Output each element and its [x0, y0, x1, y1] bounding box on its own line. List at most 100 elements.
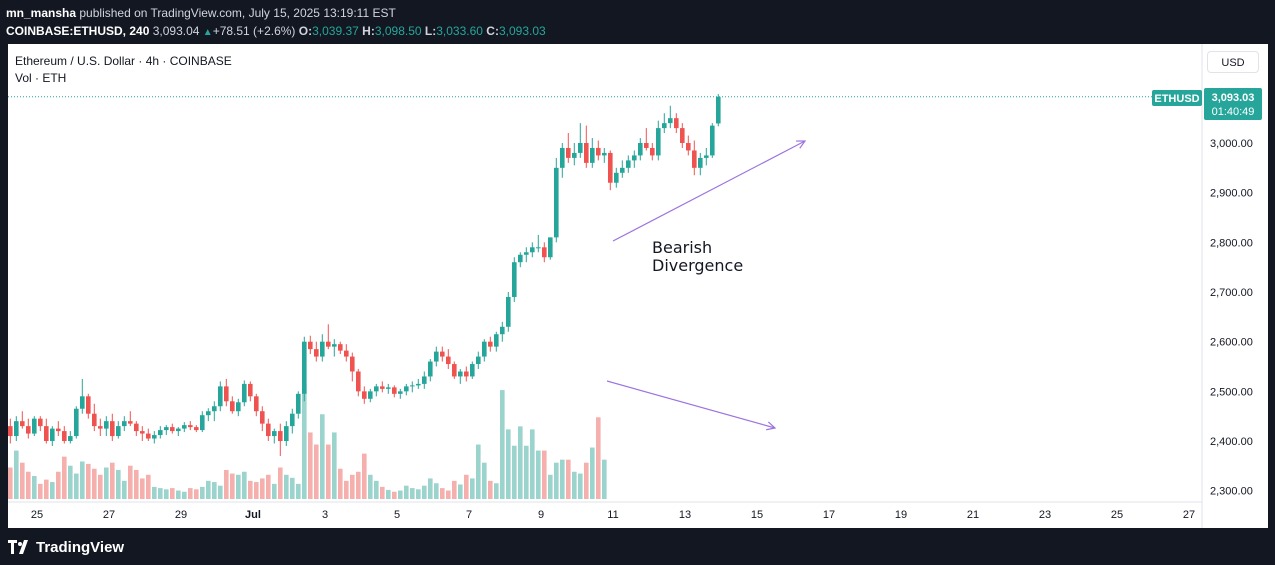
volume-bar: [398, 490, 403, 499]
volume-bar: [296, 483, 301, 499]
x-tick-label: 25: [1111, 509, 1123, 521]
volume-bar: [26, 471, 31, 499]
volume-bar: [482, 462, 487, 499]
volume-bar: [566, 459, 571, 499]
price-tag-countdown: 01:40:49: [1212, 106, 1255, 118]
volume-bar: [362, 453, 367, 499]
volume-bar: [140, 478, 145, 499]
candle-body: [392, 387, 397, 394]
volume-bar: [410, 488, 415, 499]
volume-bar: [170, 488, 175, 499]
x-tick-label: 11: [607, 509, 618, 521]
volume-bar: [416, 489, 421, 499]
y-tick-label: 2,600.00: [1210, 337, 1253, 349]
candle-body: [272, 431, 277, 437]
candle-body: [146, 433, 151, 439]
candle-body: [266, 423, 271, 437]
volume-bar: [470, 478, 475, 499]
candle-body: [218, 386, 223, 407]
candle-body: [644, 143, 649, 148]
candle-body: [614, 172, 619, 183]
x-tick-label: 17: [823, 509, 835, 521]
candle-body: [566, 147, 571, 158]
candle-body: [206, 411, 211, 416]
candle-body: [224, 386, 229, 402]
candle-body: [254, 396, 259, 412]
volume-bar: [248, 480, 253, 499]
volume-bar: [20, 462, 25, 499]
price-change: +78.51 (+2.6%): [212, 24, 296, 38]
volume-bar: [212, 482, 217, 499]
candle-body: [170, 427, 175, 432]
volume-bar: [434, 483, 439, 499]
volume-bar: [134, 469, 139, 499]
volume-bar: [488, 480, 493, 499]
candle-body: [110, 421, 115, 437]
volume-bar: [86, 463, 91, 499]
publisher-name[interactable]: mn_mansha: [6, 6, 77, 20]
price-tag-price: 3,093.03: [1212, 92, 1255, 104]
volume-bar: [374, 480, 379, 499]
candle-body: [632, 155, 637, 161]
candle-body: [56, 428, 61, 432]
legend-volume: Vol · ETH: [15, 71, 67, 85]
volume-bar: [152, 486, 157, 499]
candle-body: [548, 237, 553, 258]
candle-body: [74, 408, 79, 437]
volume-bar: [74, 473, 79, 499]
x-tick-label: 7: [466, 509, 472, 521]
candle-body: [524, 252, 529, 255]
volume-bar: [194, 489, 199, 499]
price-trend-arrow: [612, 140, 806, 242]
candle-body: [422, 376, 427, 384]
candle-body: [578, 143, 583, 153]
candle-body: [248, 383, 253, 397]
candle-body: [362, 391, 367, 399]
volume-bar: [230, 473, 235, 499]
candle-body: [140, 431, 145, 434]
candle-body: [350, 356, 355, 372]
volume-bar: [284, 474, 289, 499]
volume-bar: [518, 426, 523, 499]
candle-body: [128, 421, 133, 424]
volume-bar: [44, 479, 49, 499]
x-tick-label: 29: [175, 509, 187, 521]
candle-body: [62, 431, 67, 442]
symbol-tag-label: ETHUSD: [1154, 93, 1199, 105]
volume-bar: [104, 467, 109, 499]
annotation-line-1: Bearish: [652, 238, 712, 257]
candle-body: [662, 123, 667, 129]
candle-body: [536, 247, 541, 249]
volume-bar: [80, 461, 85, 499]
volume-bar: [176, 490, 181, 499]
volume-bar: [392, 491, 397, 499]
candle-body: [44, 426, 49, 442]
candle-body: [686, 143, 691, 151]
volume-bar: [68, 465, 73, 499]
volume-bar: [62, 456, 67, 499]
volume-bar: [308, 432, 313, 499]
volume-bar: [356, 471, 361, 499]
volume-bar: [146, 474, 151, 499]
candle-body: [260, 411, 265, 424]
candle-body: [8, 426, 13, 437]
x-tick-label: 27: [103, 509, 115, 521]
volume-bar: [602, 459, 607, 499]
candle-body: [710, 125, 715, 156]
volume-bar: [290, 477, 295, 499]
x-tick-label: 13: [679, 509, 691, 521]
candle-body: [626, 160, 631, 168]
candle-body: [470, 364, 475, 377]
candle-body: [68, 436, 73, 442]
volume-bar: [116, 469, 121, 499]
currency-button[interactable]: USD: [1207, 51, 1259, 73]
high-label: H:: [362, 24, 375, 38]
candle-body: [152, 435, 157, 439]
chart-panel[interactable]: [8, 44, 1268, 528]
volume-bar: [506, 429, 511, 499]
volume-bar: [302, 384, 307, 499]
x-tick-label: 3: [322, 509, 328, 521]
candle-body: [602, 152, 607, 156]
candle-body: [464, 371, 469, 377]
